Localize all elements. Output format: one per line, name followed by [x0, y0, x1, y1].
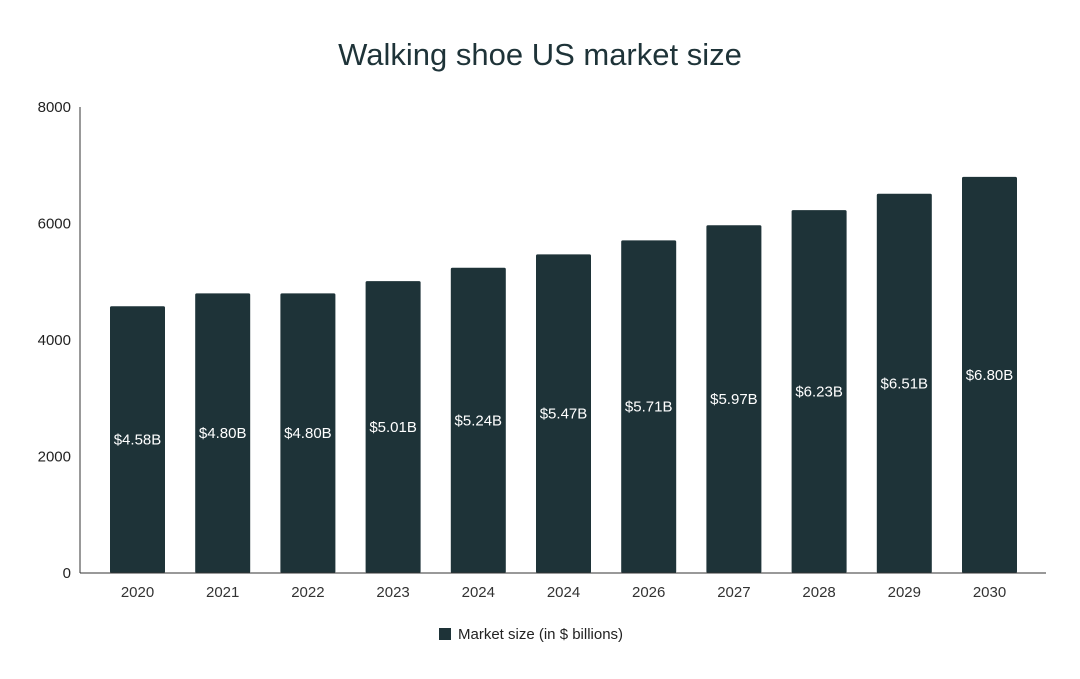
- bar: [110, 306, 165, 573]
- x-axis: 2020 2021 2022 2023 2024 2024 2026 2027 2028 2029…: [121, 584, 1006, 601]
- x-tick-label: 2021: [206, 584, 239, 601]
- data-label: $5.24B: [455, 412, 503, 429]
- x-tick-label: 2026: [632, 584, 665, 601]
- x-tick-label: 2024: [462, 584, 495, 601]
- x-tick-label: 2023: [376, 584, 409, 601]
- data-label: $4.80B: [284, 425, 332, 442]
- bar: [621, 240, 677, 573]
- bar: [536, 254, 591, 573]
- x-tick-label: 2024: [547, 584, 580, 601]
- bar: [706, 225, 762, 573]
- bar: [280, 293, 336, 573]
- bar: [365, 281, 421, 573]
- legend-swatch: [439, 628, 451, 640]
- bars: $4.58B $4.80B $4.80B $5.01B $5.24B $5.47B $5.7…: [110, 176, 1017, 574]
- y-tick-label: 0: [63, 565, 71, 582]
- legend-label: Market size (in $ billions): [458, 626, 623, 643]
- chart-title: Walking shoe US market size: [338, 37, 742, 72]
- data-label: $6.80B: [966, 367, 1014, 384]
- data-label: $5.97B: [710, 391, 758, 408]
- data-label: $5.71B: [625, 399, 673, 416]
- bar: [962, 176, 1017, 573]
- bar: [876, 193, 932, 574]
- y-tick-label: 4000: [38, 332, 71, 349]
- y-axis: 0 2000 4000 6000 8000: [38, 99, 71, 582]
- data-label: $5.47B: [540, 406, 588, 423]
- x-tick-label: 2027: [717, 584, 750, 601]
- y-tick-label: 8000: [38, 99, 71, 116]
- data-label: $6.51B: [881, 375, 929, 392]
- x-tick-label: 2028: [802, 584, 835, 601]
- x-tick-label: 2030: [973, 584, 1006, 601]
- bar: [791, 210, 847, 574]
- bar: [450, 267, 506, 573]
- legend: Market size (in $ billions): [439, 626, 623, 643]
- data-label: $6.23B: [795, 384, 843, 401]
- y-tick-label: 6000: [38, 216, 71, 233]
- x-tick-label: 2020: [121, 584, 154, 601]
- x-tick-label: 2029: [888, 584, 921, 601]
- data-label: $4.58B: [114, 432, 162, 449]
- data-label: $4.80B: [199, 425, 247, 442]
- x-tick-label: 2022: [291, 584, 324, 601]
- y-tick-label: 2000: [38, 449, 71, 466]
- bar: [195, 293, 251, 573]
- data-label: $5.01B: [369, 419, 417, 436]
